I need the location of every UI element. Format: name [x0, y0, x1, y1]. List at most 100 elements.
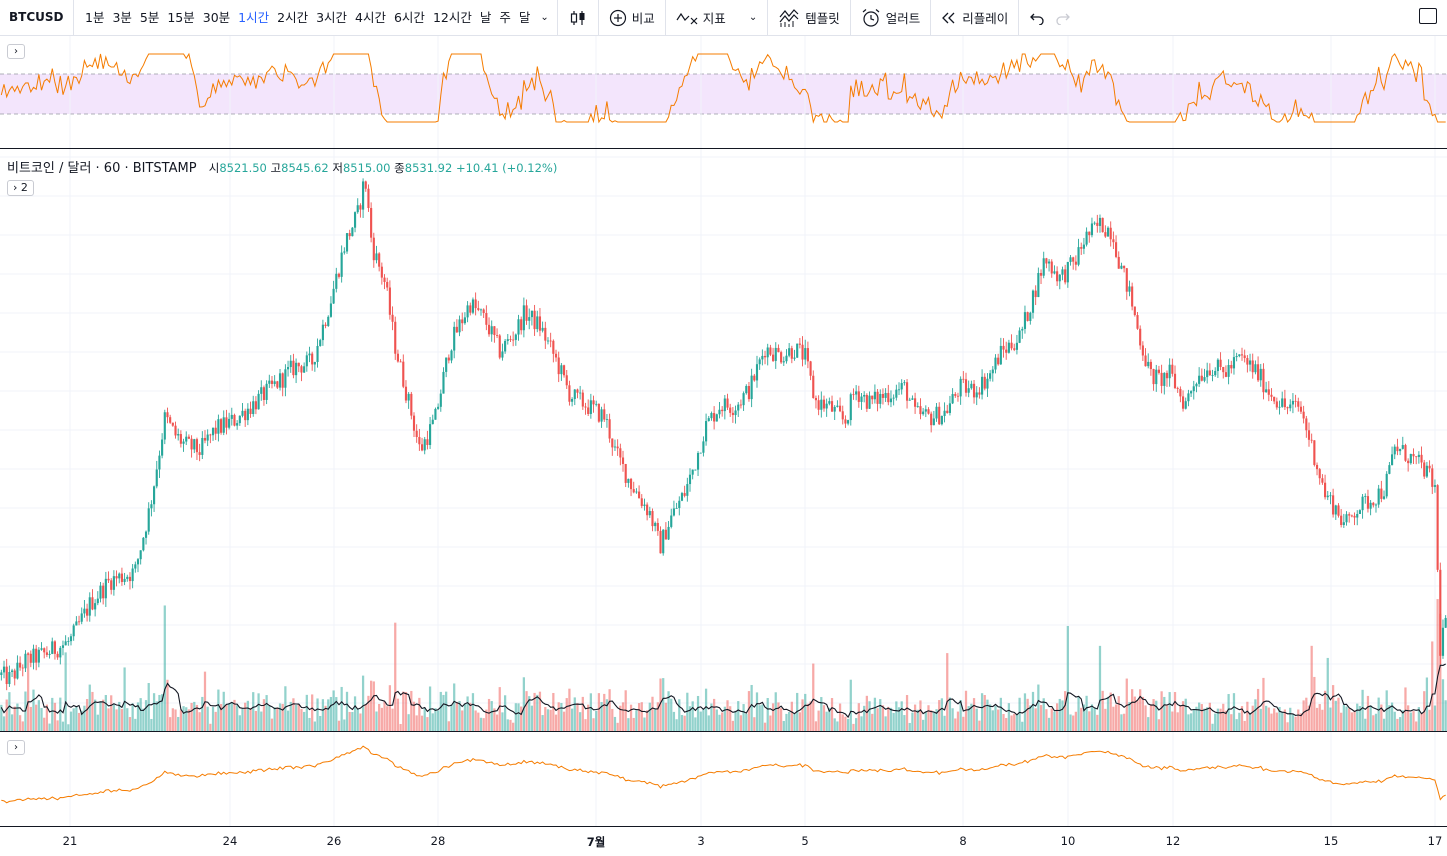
volume-bar — [209, 723, 212, 731]
interval-12[interactable]: 주 — [499, 10, 511, 25]
volume-legend-toggle[interactable]: › 2 — [7, 180, 34, 196]
candle-body — [236, 423, 239, 426]
volume-bar — [1160, 691, 1163, 731]
interval-2[interactable]: 5분 — [139, 10, 160, 25]
volume-bar — [1441, 679, 1445, 731]
price-pane[interactable] — [0, 149, 1447, 731]
templates-button[interactable]: 템플릿 — [768, 0, 850, 35]
volume-bar — [699, 711, 702, 731]
undo-button[interactable] — [1019, 0, 1055, 35]
candle-body — [171, 422, 174, 426]
interval-5[interactable]: 1시간 — [238, 10, 270, 25]
interval-1[interactable]: 3분 — [112, 10, 132, 25]
interval-6[interactable]: 2시간 — [277, 10, 309, 25]
volume-bar — [418, 697, 421, 731]
compare-button[interactable]: 비교 — [599, 0, 665, 35]
volume-bar — [158, 694, 161, 731]
candle-body — [112, 576, 115, 590]
volume-bar — [1398, 717, 1402, 731]
candle-body — [1251, 360, 1254, 373]
interval-10[interactable]: 12시간 — [432, 10, 472, 25]
volume-bar — [461, 710, 464, 731]
price-line-pane[interactable]: › — [0, 732, 1447, 826]
volume-bar — [817, 710, 820, 731]
volume-bar — [1417, 707, 1420, 731]
volume-bar — [10, 714, 14, 731]
replay-button[interactable]: 리플레이 — [931, 0, 1018, 35]
price-line — [1, 745, 1446, 804]
volume-bar — [1045, 709, 1048, 731]
volume-bar — [64, 652, 67, 731]
templates-label: 템플릿 — [805, 11, 840, 26]
volume-bar — [954, 718, 957, 731]
candle-body — [407, 393, 410, 401]
price-line-collapse-button[interactable]: › — [7, 740, 25, 755]
candle-body — [1045, 258, 1048, 264]
time-axis[interactable]: 21 24 26 28 7월 3 5 8 10 12 15 17 — [0, 826, 1447, 856]
volume-bar — [56, 720, 59, 731]
rsi-pane[interactable]: › — [0, 36, 1447, 148]
interval-9[interactable]: 6시간 — [393, 10, 425, 25]
volume-bar — [790, 701, 793, 731]
fullscreen-button[interactable] — [1419, 8, 1437, 24]
volume-bar — [1409, 712, 1412, 731]
volume-bar — [142, 708, 145, 731]
volume-bar — [1310, 645, 1313, 731]
volume-bar — [627, 718, 630, 731]
volume-bar — [104, 695, 107, 731]
rsi-band — [0, 74, 1447, 114]
chart-style-button[interactable] — [558, 0, 598, 35]
legend-title[interactable]: 비트코인 / 달러 · 60 · BITSTAMP — [7, 161, 197, 176]
interval-7[interactable]: 3시간 — [316, 10, 348, 25]
volume-bar — [53, 702, 57, 731]
volume-bar — [1358, 705, 1362, 731]
candle-body — [59, 647, 62, 658]
candle-body — [710, 413, 713, 419]
interval-4[interactable]: 30분 — [202, 10, 231, 25]
interval-3[interactable]: 15분 — [167, 10, 195, 25]
symbol-search[interactable]: BTCUSD — [0, 0, 74, 35]
volume-bar — [1377, 697, 1380, 731]
candle-body — [222, 417, 225, 433]
volume-bar — [750, 684, 753, 731]
volume-bar — [99, 701, 102, 731]
volume-bar — [77, 712, 81, 731]
candle-body — [1088, 231, 1091, 236]
redo-button[interactable] — [1055, 0, 1081, 35]
candle-body — [96, 598, 99, 604]
volume-bar — [779, 708, 783, 731]
candle-body — [723, 398, 726, 412]
volume-bar — [911, 712, 914, 731]
volume-bar — [1356, 703, 1359, 731]
volume-bar — [144, 700, 148, 731]
interval-0[interactable]: 1분 — [85, 10, 105, 25]
interval-13[interactable]: 달 — [518, 10, 531, 25]
volume-bar — [972, 698, 976, 731]
interval-dropdown-icon[interactable]: ⌄ — [540, 12, 549, 23]
volume-bar — [734, 710, 737, 731]
candle-body — [1139, 328, 1142, 346]
indicators-dropdown-icon[interactable]: ⌄ — [748, 12, 758, 23]
candle-body — [1227, 365, 1230, 377]
candle-body — [680, 493, 684, 501]
candle-body — [1147, 361, 1150, 367]
pane-divider[interactable] — [0, 148, 1447, 149]
interval-8[interactable]: 4시간 — [355, 10, 386, 25]
volume-bar — [1404, 687, 1407, 731]
pane-divider[interactable] — [0, 731, 1447, 732]
candle-body — [139, 550, 142, 560]
volume-bar — [107, 708, 110, 731]
rsi-collapse-button[interactable]: › — [7, 44, 25, 59]
indicators-button[interactable]: 지표 ⌄ — [666, 0, 767, 35]
volume-bar — [1192, 709, 1195, 731]
interval-11[interactable]: 날 — [479, 10, 492, 25]
candle-body — [61, 645, 65, 648]
volume-bar — [233, 699, 236, 731]
candle-body — [509, 339, 512, 340]
candle-body — [321, 324, 324, 341]
candle-body — [713, 413, 716, 422]
candle-body — [388, 287, 391, 315]
candle-body — [852, 394, 855, 396]
candle-body — [608, 419, 611, 439]
alert-button[interactable]: 얼러트 — [851, 0, 931, 35]
